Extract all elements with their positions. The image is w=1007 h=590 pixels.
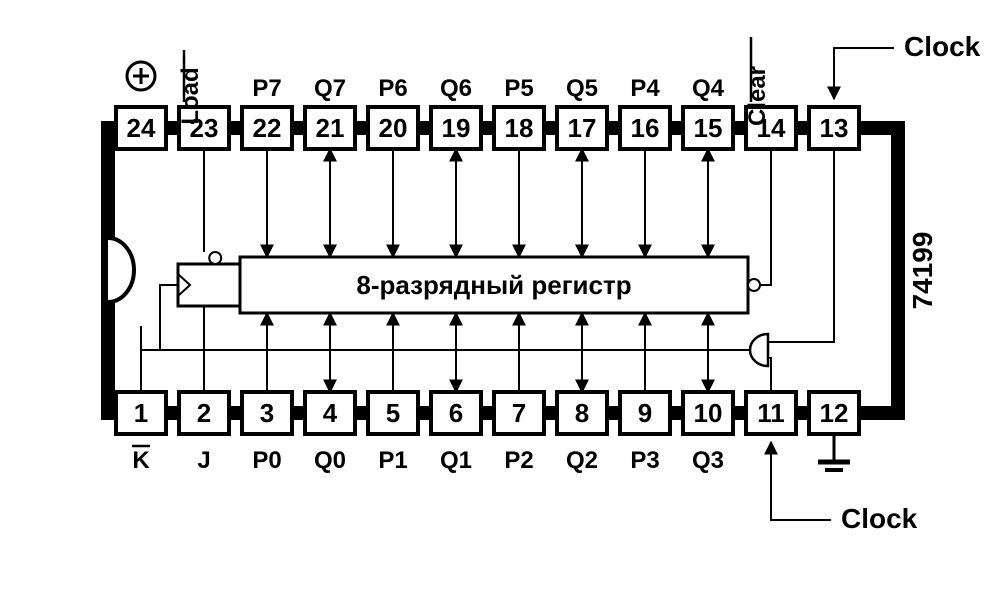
- pin-10-number: 10: [694, 398, 723, 428]
- pin-2-label: J: [197, 447, 210, 474]
- pin-19-number: 19: [442, 113, 471, 143]
- pin-5-number: 5: [386, 398, 400, 428]
- pin-14-label: Clear: [744, 66, 771, 126]
- pin-21-number: 21: [316, 113, 345, 143]
- pin-16-label: P4: [630, 75, 660, 102]
- pin-6-number: 6: [449, 398, 463, 428]
- pin-8-number: 8: [575, 398, 589, 428]
- part-number: 74199: [907, 232, 938, 310]
- pin-1-number: 1: [134, 398, 148, 428]
- pin-16-number: 16: [631, 113, 660, 143]
- pin-7-number: 7: [512, 398, 526, 428]
- pin-15-number: 15: [694, 113, 723, 143]
- pin-3-label: P0: [252, 447, 281, 474]
- jk-block: [178, 264, 240, 306]
- pin-6-label: Q1: [440, 447, 472, 474]
- pin-9-number: 9: [638, 398, 652, 428]
- pin-23-label: Load: [177, 67, 204, 124]
- pin-2-number: 2: [197, 398, 211, 428]
- pin-13-number: 13: [820, 113, 849, 143]
- clock-label-top: Clock: [904, 31, 981, 62]
- pin-8-label: Q2: [566, 447, 598, 474]
- clock-gate: [750, 334, 768, 366]
- clock-lead-top: [834, 48, 894, 99]
- pin-15-label: Q4: [692, 75, 725, 102]
- load-bubble: [209, 252, 221, 264]
- clear-bubble: [748, 279, 760, 291]
- pin-19-label: Q6: [440, 75, 472, 102]
- pin-7-label: P2: [504, 447, 533, 474]
- clock-lead-bot: [771, 442, 831, 520]
- pin-4-label: Q0: [314, 447, 346, 474]
- pin-22-number: 22: [253, 113, 282, 143]
- pin-17-number: 17: [568, 113, 597, 143]
- pin-4-number: 4: [323, 398, 338, 428]
- pin-5-label: P1: [378, 447, 407, 474]
- register-core-label: 8-разрядный регистр: [356, 270, 631, 300]
- pin-12-number: 12: [820, 398, 849, 428]
- pin-18-label: P5: [504, 75, 533, 102]
- pin-10-label: Q3: [692, 447, 724, 474]
- pin-11-number: 11: [757, 398, 785, 428]
- chip-diagram: 2423Load22P721Q720P619Q618P517Q516P415Q4…: [0, 0, 1007, 590]
- wire-clk13: [768, 149, 834, 342]
- pin-18-number: 18: [505, 113, 534, 143]
- pin-17-label: Q5: [566, 75, 598, 102]
- wire-k: [141, 285, 178, 392]
- pin-20-number: 20: [379, 113, 408, 143]
- clock-label-bot: Clock: [841, 503, 918, 534]
- pin-22-label: P7: [252, 75, 281, 102]
- chip-notch: [108, 238, 134, 302]
- pin-9-label: P3: [630, 447, 659, 474]
- pin-3-number: 3: [260, 398, 274, 428]
- pin-1-label: K: [132, 447, 150, 474]
- pin-20-label: P6: [378, 75, 407, 102]
- pin-24-number: 24: [127, 113, 156, 143]
- pin-21-label: Q7: [314, 75, 346, 102]
- wire-clear: [760, 149, 771, 285]
